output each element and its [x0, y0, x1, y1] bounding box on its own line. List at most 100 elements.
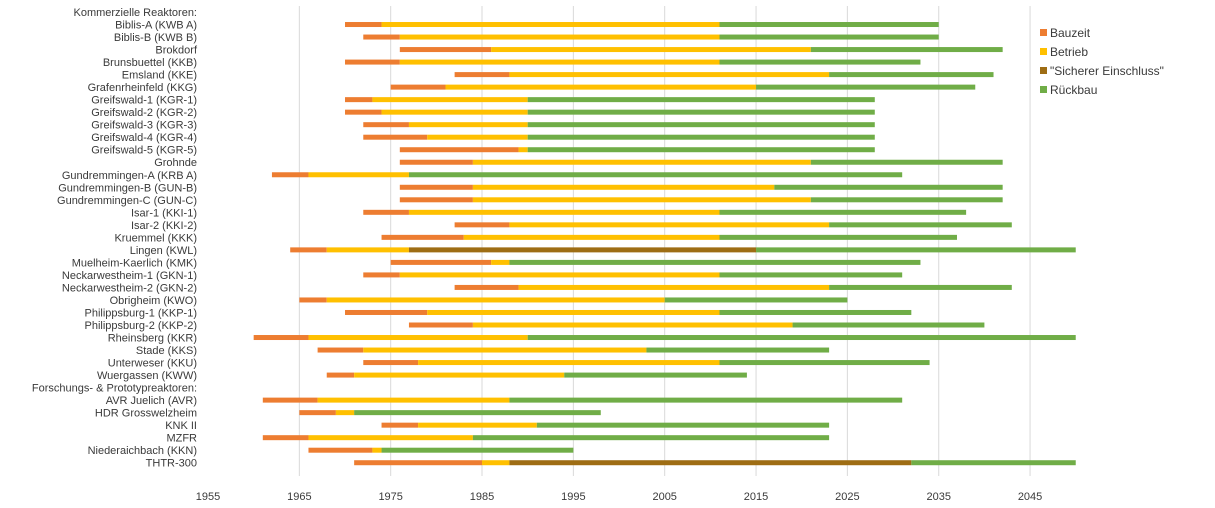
bar-bauzeit-isar-1-kki-1	[363, 209, 409, 215]
bar-r-ckbau-grohnde	[810, 159, 1003, 165]
bar-bauzeit-philippsburg-2-kkp-2	[408, 322, 473, 328]
bar-r-ckbau-philippsburg-2-kkp-2	[792, 322, 985, 328]
category-label: Brunsbuettel (KKB)	[103, 57, 197, 69]
bar-r-ckbau-gundremmingen-c-gun-c	[810, 197, 1003, 203]
category-label: Gundremmingen-A (KRB A)	[62, 170, 197, 182]
category-label: Rheinsberg (KKR)	[108, 333, 197, 345]
bar-r-ckbau-unterweser-kku	[719, 360, 930, 366]
bar-betrieb-niederaichbach-kkn	[372, 447, 382, 453]
bar-r-ckbau-emsland-kke	[829, 72, 994, 78]
category-label: Neckarwestheim-2 (GKN-2)	[62, 282, 197, 294]
x-tick-label-1955: 1955	[196, 491, 220, 503]
bar-r-ckbau-obrigheim-kwo	[664, 297, 848, 303]
bar-r-ckbau-neckarwestheim-2-gkn-2	[829, 284, 1012, 290]
x-tick-label-2035: 2035	[926, 491, 950, 503]
legend-swatch-betrieb	[1040, 48, 1047, 55]
bar-r-ckbau-brokdorf	[810, 47, 1003, 53]
legend-label-betrieb: Betrieb	[1050, 45, 1088, 59]
legend-swatch-bauzeit	[1040, 29, 1047, 36]
bar-bauzeit-brokdorf	[399, 47, 492, 53]
bar-betrieb-gundremmingen-c-gun-c	[472, 197, 811, 203]
bar-r-ckbau-greifswald-3-kgr-3	[527, 122, 875, 128]
category-label: HDR Grosswelzheim	[95, 408, 197, 420]
category-label: Greifswald-4 (KGR-4)	[91, 132, 197, 144]
bar-r-ckbau-grafenrheinfeld-kkg	[756, 84, 976, 90]
bar-betrieb-knk-ii	[418, 422, 537, 428]
bar-betrieb-greifswald-2-kgr-2	[381, 109, 528, 115]
bar-r-ckbau-niederaichbach-kkn	[381, 447, 574, 453]
bar-r-ckbau-wuergassen-kww	[564, 372, 747, 378]
bar-r-ckbau-stade-kks	[646, 347, 830, 353]
bar-betrieb-kruemmel-kkk	[463, 234, 720, 240]
bar-betrieb-neckarwestheim-1-gkn-1	[399, 272, 720, 278]
category-label: AVR Juelich (AVR)	[106, 395, 197, 407]
bar-bauzeit-stade-kks	[317, 347, 364, 353]
bar-betrieb-biblis-a-kwb-a	[381, 22, 720, 28]
bar-r-ckbau-lingen-kwl	[756, 247, 1076, 253]
bar-betrieb-grafenrheinfeld-kkg	[445, 84, 757, 90]
bar-betrieb-greifswald-3-kgr-3	[408, 122, 528, 128]
bar-betrieb-unterweser-kku	[418, 360, 720, 366]
bar-r-ckbau-greifswald-1-kgr-1	[527, 97, 875, 103]
legend-label-r-ckbau: Rückbau	[1050, 83, 1097, 97]
legend-label-bauzeit: Bauzeit	[1050, 26, 1091, 40]
category-label: Philippsburg-2 (KKP-2)	[85, 320, 198, 332]
bar-betrieb-greifswald-4-kgr-4	[427, 134, 528, 140]
category-label: Muelheim-Kaerlich (KMK)	[72, 257, 197, 269]
bar-bauzeit-mzfr	[262, 435, 309, 441]
category-label: MZFR	[166, 433, 197, 445]
bar-r-ckbau-gundremmingen-b-gun-b	[774, 184, 1003, 190]
bar-bauzeit-isar-2-kki-2	[454, 222, 510, 228]
category-label: Isar-2 (KKI-2)	[131, 220, 197, 232]
bar-betrieb-philippsburg-2-kkp-2	[472, 322, 793, 328]
category-label: Stade (KKS)	[136, 345, 197, 357]
category-label: Obrigheim (KWO)	[110, 295, 197, 307]
category-label: Gundremmingen-C (GUN-C)	[57, 195, 197, 207]
bar-bauzeit-neckarwestheim-1-gkn-1	[363, 272, 400, 278]
bar-r-ckbau-isar-1-kki-1	[719, 209, 967, 215]
bar-betrieb-thtr-300	[482, 460, 510, 466]
bar-betrieb-gundremmingen-b-gun-b	[472, 184, 775, 190]
bar-bauzeit-grohnde	[399, 159, 473, 165]
bar-bauzeit-greifswald-3-kgr-3	[363, 122, 409, 128]
bar-betrieb-muelheim-kaerlich-kmk	[491, 259, 510, 265]
bar-betrieb-isar-2-kki-2	[509, 222, 830, 228]
bar-bauzeit-wuergassen-kww	[326, 372, 355, 378]
bar-bauzeit-obrigheim-kwo	[299, 297, 327, 303]
bar-r-ckbau-thtr-300	[911, 460, 1076, 466]
bar-segments	[253, 22, 1076, 466]
category-label: Wuergassen (KWW)	[97, 370, 197, 382]
bar-betrieb-brunsbuettel-kkb	[399, 59, 720, 65]
bar-bauzeit-hdr-grosswelzheim	[299, 410, 336, 416]
category-label: Lingen (KWL)	[130, 245, 197, 257]
category-label: Greifswald-2 (KGR-2)	[91, 107, 197, 119]
bar-betrieb-wuergassen-kww	[354, 372, 565, 378]
bar-betrieb-stade-kks	[363, 347, 647, 353]
bar-r-ckbau-greifswald-2-kgr-2	[527, 109, 875, 115]
bar-bauzeit-biblis-a-kwb-a	[345, 22, 382, 28]
bar-r-ckbau-brunsbuettel-kkb	[719, 59, 921, 65]
bar-r-ckbau-greifswald-4-kgr-4	[527, 134, 875, 140]
bar-betrieb-isar-1-kki-1	[408, 209, 720, 215]
bar-betrieb-philippsburg-1-kkp-1	[427, 309, 720, 315]
bar-betrieb-neckarwestheim-2-gkn-2	[518, 284, 830, 290]
bar-sicherer-einschluss-thtr-300	[509, 460, 912, 466]
category-label: KNK II	[165, 420, 197, 432]
category-label: Gundremmingen-B (GUN-B)	[58, 182, 197, 194]
category-label: Grafenrheinfeld (KKG)	[88, 82, 197, 94]
bar-betrieb-obrigheim-kwo	[326, 297, 665, 303]
bar-bauzeit-gundremmingen-c-gun-c	[399, 197, 473, 203]
bar-bauzeit-knk-ii	[381, 422, 419, 428]
bar-r-ckbau-rheinsberg-kkr	[527, 335, 1076, 341]
bar-bauzeit-avr-juelich-avr	[262, 397, 318, 403]
bar-r-ckbau-mzfr	[472, 435, 830, 441]
bar-r-ckbau-avr-juelich-avr	[509, 397, 903, 403]
bar-bauzeit-greifswald-4-kgr-4	[363, 134, 428, 140]
bar-r-ckbau-greifswald-5-kgr-5	[527, 147, 875, 153]
x-tick-label-1965: 1965	[287, 491, 311, 503]
category-label: Biblis-B (KWB B)	[114, 32, 197, 44]
category-label: Biblis-A (KWB A)	[115, 20, 197, 32]
bar-bauzeit-lingen-kwl	[290, 247, 327, 253]
bar-bauzeit-brunsbuettel-kkb	[345, 59, 400, 65]
